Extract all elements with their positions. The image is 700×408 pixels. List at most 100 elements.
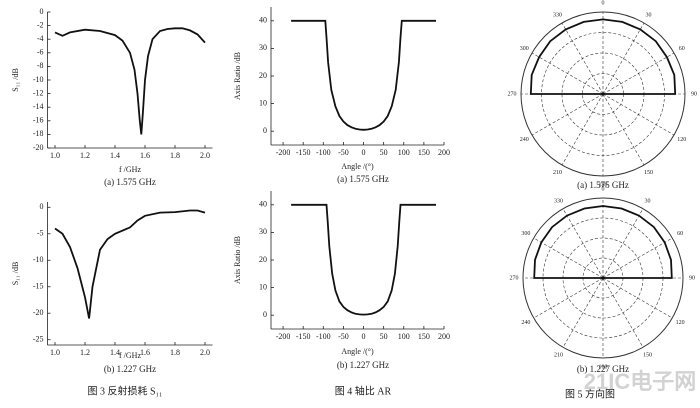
y-tick-label: 0 xyxy=(263,310,267,319)
y-tick-label: -18 xyxy=(33,129,44,138)
y-tick-label: -10 xyxy=(33,75,44,84)
angle-tick-label: 120 xyxy=(677,137,686,143)
x-tick-label: -50 xyxy=(338,332,349,341)
x-tick-label: 1.4 xyxy=(110,151,120,160)
y-tick-label: 30 xyxy=(259,227,267,236)
angle-grid-line xyxy=(533,277,604,319)
y-tick-label: -20 xyxy=(33,143,44,152)
angle-grid-line xyxy=(602,277,644,348)
y-tick-label: 40 xyxy=(259,200,267,209)
radial-grid-ring xyxy=(522,197,684,359)
y-tick-label: -15 xyxy=(33,282,44,291)
x-tick-label: 50 xyxy=(380,332,388,341)
angle-tick-label: 240 xyxy=(521,320,530,326)
angle-tick-label: 60 xyxy=(677,231,683,237)
x-tick-label: 150 xyxy=(418,332,430,341)
angle-tick-label: 240 xyxy=(520,137,529,143)
figure-caption: 图 3 反射损耗 S₁₁ xyxy=(87,384,162,397)
x-axis-label: Angle /(°) xyxy=(341,162,374,171)
angle-tick-label: 180 xyxy=(599,364,608,370)
y-tick-label: -14 xyxy=(33,102,44,111)
pattern-line xyxy=(533,205,673,279)
figure-caption: 图 4 轴比 AR xyxy=(335,384,392,397)
angle-grid-line xyxy=(602,208,644,279)
angle-grid-line xyxy=(602,277,673,319)
x-axis-label: f /GHz xyxy=(119,165,141,174)
angle-grid-line xyxy=(531,93,604,136)
x-tick-label: -200 xyxy=(276,148,291,157)
y-tick-label: 10 xyxy=(259,282,267,291)
x-tick-label: 100 xyxy=(398,148,410,157)
angle-tick-label: 150 xyxy=(643,352,652,358)
y-tick-label: 0 xyxy=(263,126,267,135)
angle-tick-label: 210 xyxy=(554,352,563,358)
y-tick-label: -25 xyxy=(33,335,44,344)
angle-tick-label: 300 xyxy=(520,46,529,52)
x-tick-label: 0 xyxy=(362,148,366,157)
subplot-caption: (a) 1.575 GHz xyxy=(337,174,389,184)
y-tick-label: 0 xyxy=(40,202,44,211)
angle-tick-label: 150 xyxy=(644,170,653,176)
x-tick-label: 1.4 xyxy=(110,348,120,357)
angle-grid-line xyxy=(562,208,604,279)
figure-caption: 图 5 方向图 xyxy=(565,387,615,400)
angle-tick-label: 270 xyxy=(510,275,519,281)
angle-grid-line xyxy=(602,22,645,95)
angle-tick-label: 210 xyxy=(553,170,562,176)
data-line xyxy=(54,209,206,319)
angle-tick-label: 270 xyxy=(508,91,517,97)
y-tick-label: 40 xyxy=(259,16,267,25)
angle-grid-line xyxy=(602,93,675,136)
angle-grid-line xyxy=(533,237,604,279)
x-tick-label: -100 xyxy=(316,332,331,341)
x-tick-label: 1.8 xyxy=(170,348,180,357)
x-tick-label: 1.0 xyxy=(50,151,60,160)
x-tick-label: 200 xyxy=(438,148,450,157)
data-line xyxy=(291,19,436,131)
y-tick-label: 20 xyxy=(259,71,267,80)
angle-tick-label: 90 xyxy=(689,275,695,281)
subplot-caption: (b) 1.227 GHz xyxy=(104,364,156,374)
x-tick-label: -150 xyxy=(296,148,311,157)
y-axis-label: Axis Ratio /dB xyxy=(233,52,242,100)
x-tick-label: 1.2 xyxy=(80,151,90,160)
x-tick-label: -100 xyxy=(316,148,331,157)
x-axis-label: f /GHz xyxy=(119,351,141,360)
angle-grid-line xyxy=(602,237,673,279)
y-tick-label: -2 xyxy=(37,20,44,29)
angle-grid-line xyxy=(602,93,645,166)
angle-tick-label: 300 xyxy=(521,231,530,237)
subplot-caption: (a) 1.575 GHz xyxy=(104,177,156,187)
x-tick-label: 100 xyxy=(398,332,410,341)
angle-tick-label: 180 xyxy=(599,182,608,188)
x-tick-label: 2.0 xyxy=(200,151,210,160)
watermark: 21IC电子网 xyxy=(584,369,696,394)
x-axis-label: Angle /(°) xyxy=(341,347,374,356)
angle-grid-line xyxy=(561,93,604,166)
x-tick-label: 1.0 xyxy=(50,348,60,357)
x-tick-label: 1.8 xyxy=(170,151,180,160)
x-tick-label: -150 xyxy=(296,332,311,341)
x-tick-label: 1.2 xyxy=(80,348,90,357)
subplot-caption: (b) 1.227 GHz xyxy=(337,360,389,370)
data-line xyxy=(291,203,436,316)
y-tick-label: 30 xyxy=(259,43,267,52)
x-tick-label: 150 xyxy=(418,148,430,157)
angle-grid-line xyxy=(562,277,604,348)
angle-grid-line xyxy=(602,52,675,95)
angle-tick-label: 330 xyxy=(553,13,562,19)
angle-tick-label: 90 xyxy=(691,91,697,97)
y-tick-label: 20 xyxy=(259,255,267,264)
pattern-line xyxy=(529,18,677,95)
y-tick-label: -8 xyxy=(37,61,44,70)
y-axis-label: S₁₁ /dB xyxy=(11,68,20,92)
y-tick-label: -20 xyxy=(33,308,44,317)
x-tick-label: 2.0 xyxy=(200,348,210,357)
angle-grid-line xyxy=(561,22,604,95)
angle-tick-label: 60 xyxy=(679,46,685,52)
y-tick-label: -4 xyxy=(37,34,44,43)
subplot-caption: (a) 1.575 GHz xyxy=(577,180,629,190)
angle-tick-label: 0 xyxy=(602,186,605,192)
angle-tick-label: 0 xyxy=(602,0,605,6)
